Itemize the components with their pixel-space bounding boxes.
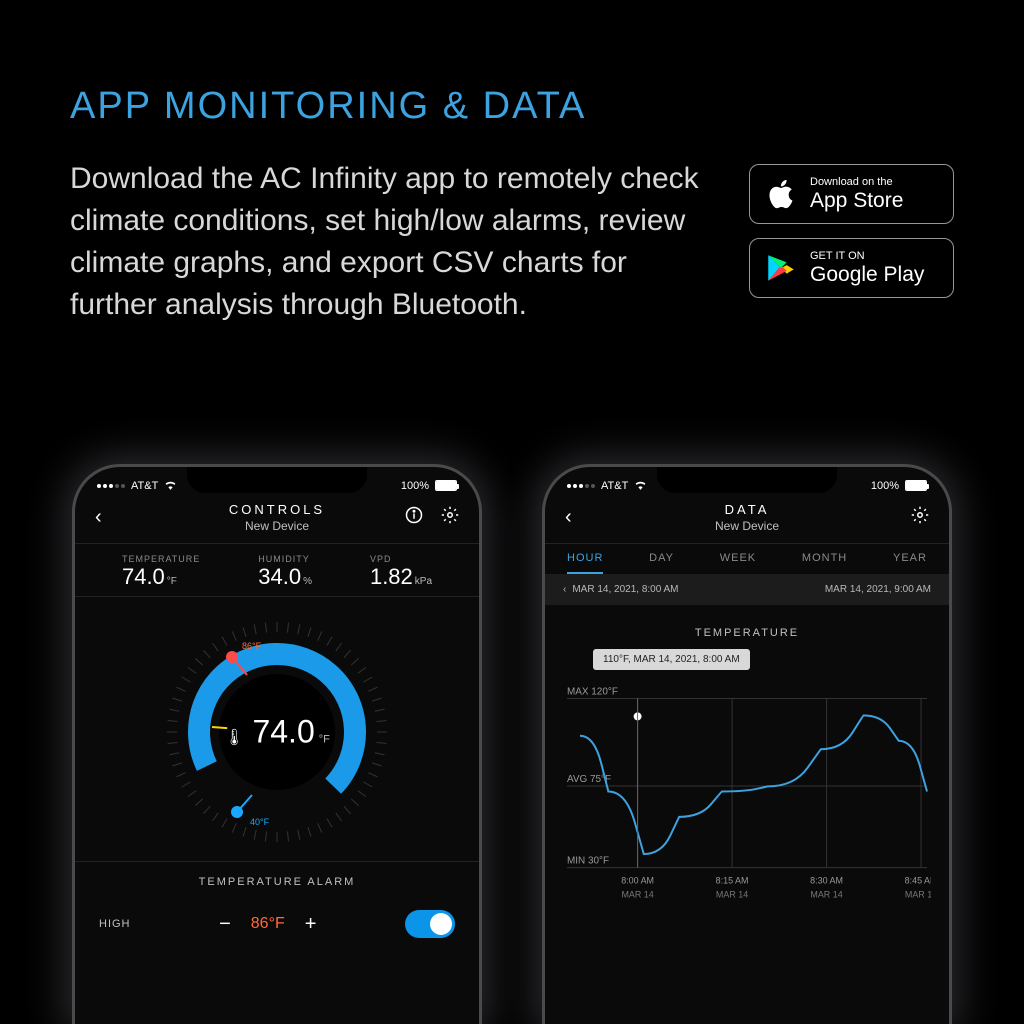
battery-icon [435, 480, 457, 491]
tab-day[interactable]: DAY [649, 552, 674, 574]
battery-icon [905, 480, 927, 491]
tab-month[interactable]: MONTH [802, 552, 847, 574]
svg-text:8:45 AM: 8:45 AM [905, 875, 931, 885]
google-play-icon [764, 251, 798, 285]
dial-center-unit: °F [319, 734, 330, 746]
phone-notch [657, 467, 837, 493]
alarm-high-toggle[interactable] [405, 910, 455, 938]
svg-text:MAR 14: MAR 14 [716, 889, 748, 899]
wifi-icon [164, 479, 177, 492]
plus-button[interactable]: + [305, 913, 317, 936]
temperature-dial[interactable]: 86°F 40°F 🌡 74.0 °F [162, 617, 392, 847]
y-label-min: MIN 30°F [567, 856, 609, 867]
carrier-label: AT&T [131, 480, 158, 492]
svg-text:8:30 AM: 8:30 AM [810, 875, 843, 885]
temperature-chart[interactable]: MAX 120°F AVG 75°F MIN 30°F 8:00 AM 8:15… [563, 676, 931, 906]
phone-mockup-data: AT&T 4:48PM 100% ‹ DATA New Device HOUR … [542, 464, 952, 1024]
reading-temperature: TEMPERATURE 74.0°F [122, 554, 200, 590]
svg-text:8:00 AM: 8:00 AM [621, 875, 654, 885]
gear-icon[interactable] [911, 506, 929, 524]
battery-pct: 100% [401, 480, 429, 492]
chart-title: TEMPERATURE [545, 605, 949, 649]
time-range-tabs: HOUR DAY WEEK MONTH YEAR [545, 543, 949, 574]
app-store-badge[interactable]: Download on the App Store [749, 164, 954, 224]
gear-icon[interactable] [441, 506, 459, 524]
google-play-big-text: Google Play [810, 263, 924, 286]
alarm-high-stepper[interactable]: − 86°F + [219, 913, 316, 936]
battery-pct: 100% [871, 480, 899, 492]
phone-mockup-controls: AT&T 4:48PM 100% ‹ CONTROLS New Device T… [72, 464, 482, 1024]
dial-low-label: 40°F [250, 817, 270, 827]
chevron-left-icon[interactable]: ‹ [563, 584, 566, 595]
alarm-section-title: TEMPERATURE ALARM [99, 876, 455, 888]
back-icon[interactable]: ‹ [95, 506, 102, 529]
svg-text:MAR 14: MAR 14 [905, 889, 931, 899]
tab-week[interactable]: WEEK [720, 552, 756, 574]
signal-icon [567, 484, 595, 488]
google-play-badge[interactable]: GET IT ON Google Play [749, 238, 954, 298]
dial-high-label: 86°F [242, 641, 262, 651]
tab-year[interactable]: YEAR [893, 552, 927, 574]
app-store-small-text: Download on the [810, 176, 903, 188]
back-icon[interactable]: ‹ [565, 506, 572, 529]
reading-humidity: HUMIDITY 34.0% [258, 554, 312, 590]
phone-notch [187, 467, 367, 493]
chart-tooltip: 110°F, MAR 14, 2021, 8:00 AM [593, 649, 750, 670]
screen-title: DATA [545, 502, 949, 517]
reading-vpd: VPD 1.82kPa [370, 554, 432, 590]
apple-icon [764, 177, 798, 211]
y-label-max: MAX 120°F [567, 687, 618, 698]
tab-hour[interactable]: HOUR [567, 552, 603, 574]
alarm-high-label: HIGH [99, 918, 131, 930]
page-description: Download the AC Infinity app to remotely… [70, 158, 720, 326]
signal-icon [97, 484, 125, 488]
date-range-end: MAR 14, 2021, 9:00 AM [825, 584, 931, 595]
dial-center-value: 74.0 [252, 714, 314, 751]
page-title: APP MONITORING & DATA [70, 85, 954, 128]
wifi-icon [634, 479, 647, 492]
svg-text:MAR 14: MAR 14 [810, 889, 842, 899]
alarm-high-value: 86°F [251, 915, 285, 933]
date-range-start: MAR 14, 2021, 8:00 AM [572, 584, 678, 595]
info-icon[interactable] [405, 506, 423, 524]
date-range-bar[interactable]: ‹ MAR 14, 2021, 8:00 AM MAR 14, 2021, 9:0… [545, 574, 949, 605]
thermometer-icon: 🌡 [224, 728, 244, 748]
app-store-big-text: App Store [810, 189, 903, 212]
carrier-label: AT&T [601, 480, 628, 492]
svg-text:MAR 14: MAR 14 [621, 889, 653, 899]
svg-text:8:15 AM: 8:15 AM [716, 875, 749, 885]
google-play-small-text: GET IT ON [810, 250, 924, 262]
screen-subtitle: New Device [545, 519, 949, 533]
minus-button[interactable]: − [219, 913, 231, 936]
